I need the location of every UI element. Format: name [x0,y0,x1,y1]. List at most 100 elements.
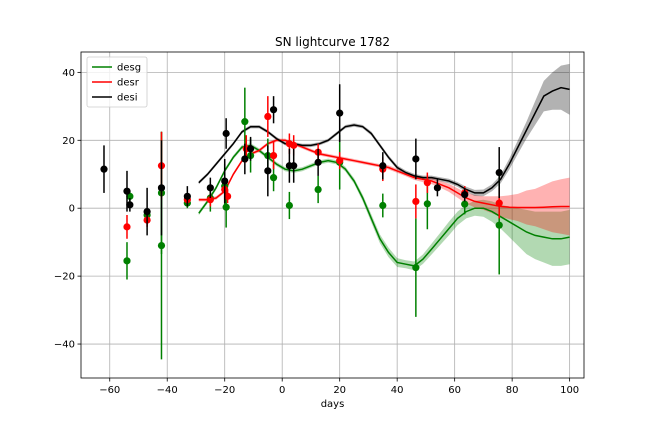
data-points [100,84,503,360]
data-point-desi [461,187,469,202]
grid [81,52,584,378]
marker-desi [246,145,255,153]
data-point-desi [433,179,442,197]
marker-desr [495,199,503,207]
data-point-desi [183,186,191,207]
marker-desr [269,151,278,160]
x-tick-label: 60 [448,385,461,396]
marker-desi [269,106,278,114]
data-point-desr [423,172,431,193]
x-tick-label: −20 [214,385,235,396]
fit-line-desg [198,144,570,267]
marker-desg [123,257,131,265]
data-point-desr [269,141,278,170]
y-tick-label: 40 [62,68,75,79]
data-point-desi [206,177,214,199]
y-tick-label: −40 [54,340,75,351]
y-tick-label: 20 [62,136,75,147]
marker-desg [423,200,431,208]
data-point-desi [269,96,278,124]
data-point-desi [126,198,134,212]
marker-desg [495,221,503,229]
marker-desi [433,184,442,192]
x-tick-label: 20 [333,385,346,396]
data-point-desi [221,158,229,204]
data-point-desi [314,148,322,176]
marker-desi [290,162,298,170]
axis-ticks: −60 −40 −20 0 20 40 60 80 100 −40 −20 0 20 40 [54,68,579,396]
marker-desg [461,200,469,208]
x-axis-label: days [321,399,345,410]
data-point-desi [246,136,255,161]
legend-label-desg: desg [117,63,141,74]
marker-desi [241,155,249,163]
legend-box [86,56,148,108]
data-point-desr [123,215,131,239]
marker-desi [461,191,469,199]
marker-desg [412,264,420,272]
x-tick-label: 0 [279,385,285,396]
legend: desg desr desi [86,56,148,108]
marker-desr [223,192,232,200]
marker-desg [222,203,230,211]
fit-line-desi [198,86,570,194]
marker-desi [143,208,151,216]
data-point-desi [379,152,387,180]
marker-desg [269,174,278,182]
data-point-desg [123,242,131,280]
marker-desi [264,167,272,175]
data-point-desi [100,145,108,193]
data-point-desr [336,152,344,170]
marker-desi [157,184,166,192]
data-point-desg [314,175,322,204]
marker-desi [314,158,322,166]
data-point-desi [290,148,298,183]
marker-desr [412,197,420,206]
x-tick-label: −60 [99,385,120,396]
marker-desi [222,129,230,138]
chart-title: SN lightcurve 1782 [275,35,390,49]
y-tick-label: −20 [54,272,75,283]
marker-desi [412,155,420,163]
data-point-desi [143,187,151,236]
y-tick-label: 0 [69,204,75,215]
data-point-desg [412,218,420,317]
data-point-desg [379,193,387,218]
marker-desi [495,168,503,177]
marker-desr [123,223,131,231]
marker-desg [285,201,293,210]
marker-desr [206,196,214,204]
x-tick-label: 100 [560,385,579,396]
data-point-desi [412,138,420,180]
marker-desi [123,187,131,195]
marker-desr [264,112,272,121]
x-tick-label: 40 [391,385,404,396]
legend-label-desr: desr [117,78,140,89]
data-point-desi [264,145,272,197]
data-point-desg [285,191,293,220]
marker-desi [183,192,191,200]
x-tick-label: −40 [157,385,178,396]
marker-desi [126,201,134,209]
data-point-desi [336,84,344,142]
marker-desi [336,109,344,117]
plot-frame [80,51,585,379]
data-point-desr [412,184,420,219]
data-point-desi [241,143,249,175]
data-point-desi [222,118,230,149]
marker-desg [157,241,166,250]
marker-desr [423,179,431,187]
x-tick-label: 80 [506,385,519,396]
data-point-desi [495,147,503,199]
legend-label-desi: desi [117,93,138,104]
marker-desr [336,157,344,165]
marker-desi [221,177,229,185]
data-point-desi [157,140,166,236]
data-point-desr [223,189,232,204]
marker-desi [379,162,387,170]
marker-desr [290,141,298,149]
marker-desi [206,184,214,192]
data-point-desr [264,96,272,137]
marker-desg [314,185,322,194]
